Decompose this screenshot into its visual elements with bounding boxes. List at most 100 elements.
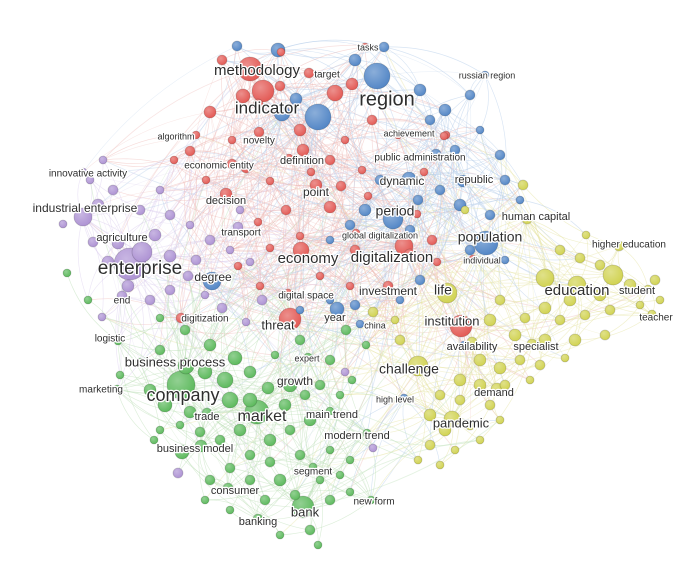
filler-node[interactable]: [62, 268, 72, 278]
node-population[interactable]: [473, 230, 499, 256]
filler-node[interactable]: [323, 200, 337, 214]
filler-node[interactable]: [499, 379, 511, 391]
filler-node[interactable]: [335, 180, 347, 192]
node-challenge[interactable]: [407, 355, 429, 377]
node-banking[interactable]: [252, 513, 264, 525]
filler-node[interactable]: [390, 315, 400, 325]
filler-node[interactable]: [216, 371, 234, 389]
filler-node[interactable]: [135, 357, 145, 367]
filler-node[interactable]: [500, 255, 510, 265]
filler-node[interactable]: [240, 162, 252, 174]
filler-node[interactable]: [363, 191, 373, 201]
filler-node[interactable]: [519, 312, 531, 324]
filler-node[interactable]: [245, 257, 255, 267]
filler-node[interactable]: [464, 419, 476, 431]
node-threat[interactable]: [278, 307, 302, 331]
node-segment[interactable]: [308, 462, 318, 472]
filler-node[interactable]: [227, 350, 243, 366]
filler-node[interactable]: [244, 449, 256, 461]
filler-node[interactable]: [483, 313, 497, 327]
node-institution[interactable]: [449, 314, 473, 338]
node-education[interactable]: [567, 275, 587, 295]
filler-node[interactable]: [325, 295, 335, 305]
filler-node[interactable]: [554, 244, 566, 256]
filler-node[interactable]: [224, 462, 236, 474]
filler-node[interactable]: [58, 219, 68, 229]
node-end[interactable]: [116, 290, 128, 302]
node-pandemic[interactable]: [443, 410, 461, 428]
filler-node[interactable]: [216, 54, 228, 66]
filler-node[interactable]: [335, 390, 345, 400]
node-definition[interactable]: [296, 143, 310, 157]
node-human-capital[interactable]: [521, 213, 533, 225]
node-methodology[interactable]: [237, 56, 263, 82]
filler-node[interactable]: [475, 435, 485, 445]
filler-node[interactable]: [412, 194, 424, 206]
node-point[interactable]: [309, 178, 323, 192]
filler-node[interactable]: [435, 460, 445, 470]
filler-node[interactable]: [459, 340, 469, 350]
filler-node[interactable]: [293, 123, 307, 137]
node-novelty[interactable]: [253, 126, 265, 138]
filler-node[interactable]: [414, 274, 426, 286]
filler-node[interactable]: [154, 344, 166, 356]
node-specialist[interactable]: [526, 338, 538, 350]
filler-node[interactable]: [493, 361, 507, 375]
filler-node[interactable]: [475, 125, 485, 135]
filler-node[interactable]: [227, 135, 237, 145]
node-digitization[interactable]: [175, 312, 187, 324]
filler-node[interactable]: [450, 445, 460, 455]
filler-node[interactable]: [204, 234, 216, 246]
filler-node[interactable]: [424, 114, 436, 126]
node-industrial-enterprise[interactable]: [73, 207, 93, 227]
filler-node[interactable]: [265, 176, 275, 186]
node-student[interactable]: [643, 284, 653, 294]
filler-node[interactable]: [270, 350, 280, 360]
filler-node[interactable]: [340, 135, 350, 145]
node-agriculture[interactable]: [111, 236, 125, 250]
filler-node[interactable]: [255, 281, 265, 291]
filler-node[interactable]: [299, 389, 311, 401]
filler-node[interactable]: [115, 370, 125, 380]
node-investment[interactable]: [382, 280, 394, 292]
filler-node[interactable]: [280, 204, 292, 216]
filler-node[interactable]: [426, 234, 438, 246]
filler-node[interactable]: [273, 104, 291, 122]
filler-node[interactable]: [378, 41, 390, 53]
filler-node[interactable]: [164, 284, 176, 296]
filler-node[interactable]: [155, 425, 165, 435]
node-year[interactable]: [329, 301, 345, 317]
node-innovative-activity[interactable]: [78, 167, 88, 177]
node-dynamic[interactable]: [401, 171, 417, 187]
filler-node[interactable]: [324, 494, 336, 506]
filler-node[interactable]: [424, 439, 436, 451]
filler-node[interactable]: [594, 259, 606, 271]
filler-node[interactable]: [464, 244, 476, 256]
filler-node[interactable]: [273, 473, 287, 487]
filler-node[interactable]: [183, 405, 197, 419]
node-marketing[interactable]: [112, 384, 122, 394]
filler-node[interactable]: [494, 294, 506, 306]
node-region[interactable]: [363, 62, 391, 90]
filler-node[interactable]: [263, 433, 277, 447]
filler-node[interactable]: [315, 475, 325, 485]
node-trade[interactable]: [201, 407, 213, 419]
filler-node[interactable]: [121, 279, 135, 293]
filler-node[interactable]: [289, 489, 301, 501]
filler-node[interactable]: [190, 254, 202, 266]
filler-node[interactable]: [155, 185, 165, 195]
filler-node[interactable]: [304, 103, 332, 131]
node-life[interactable]: [436, 282, 458, 304]
filler-node[interactable]: [184, 145, 196, 157]
node-consumer[interactable]: [222, 482, 234, 494]
filler-node[interactable]: [225, 505, 235, 515]
filler-node[interactable]: [554, 314, 566, 326]
filler-node[interactable]: [295, 305, 305, 315]
filler-node[interactable]: [144, 294, 156, 306]
filler-node[interactable]: [394, 334, 406, 346]
filler-node[interactable]: [484, 399, 496, 411]
filler-node[interactable]: [368, 443, 378, 453]
filler-node[interactable]: [412, 209, 422, 219]
